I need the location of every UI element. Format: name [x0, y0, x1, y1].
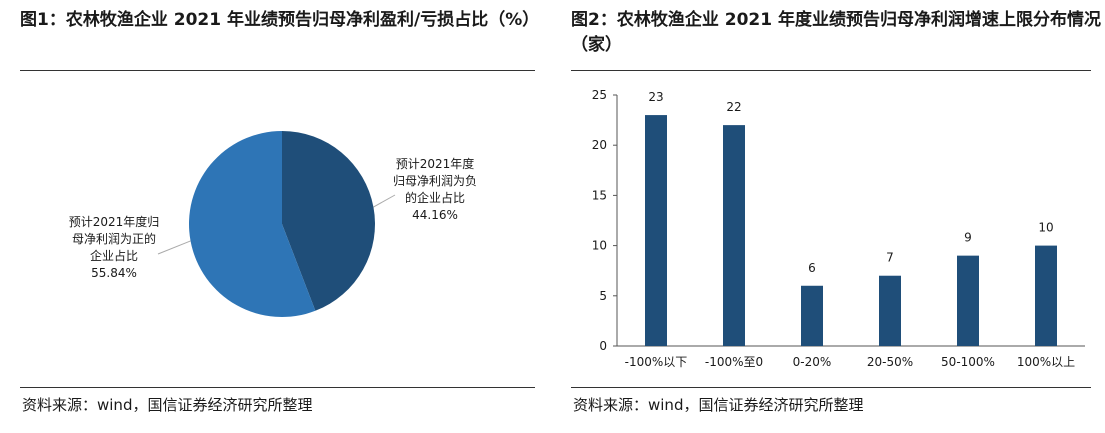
pie-leader-line-positive — [157, 240, 191, 255]
pie-label-positive: 预计2021年度归母净利润为正的企业占比 55.84% — [68, 214, 160, 282]
bar-data-label: 23 — [648, 90, 663, 104]
figure-1-bottom-rule — [20, 387, 535, 388]
bar-data-label: 10 — [1038, 221, 1053, 235]
figure-2: 图2：农林牧渔企业 2021 年度业绩预告归母净利润增速上限分布情况（家） 0 5… — [567, 0, 1105, 433]
pie-label-positive-value: 55.84% — [91, 266, 137, 280]
bar-data-label: 6 — [808, 261, 816, 275]
x-tick-label: -100%以下 — [625, 355, 688, 369]
figure-1-top-rule — [20, 70, 535, 71]
figure-1: 图1：农林牧渔企业 2021 年业绩预告归母净利盈利/亏损占比（%） 预计202… — [0, 0, 540, 433]
pie-label-negative: 预计2021年度归母净利润为负的企业占比 44.16% — [390, 156, 480, 224]
y-tick-label: 0 — [599, 339, 607, 353]
pie-label-positive-text: 预计2021年度归母净利润为正的企业占比 — [68, 215, 160, 263]
y-tick-label: 10 — [592, 239, 607, 253]
bar-data-label: 9 — [964, 231, 972, 245]
y-tick-label: 25 — [592, 88, 607, 102]
pie-slice-0 — [282, 131, 375, 311]
figure-2-bottom-rule — [571, 387, 1091, 388]
pie-chart — [157, 131, 396, 317]
x-tick-label: 100%以上 — [1017, 355, 1075, 369]
bar-data-label: 7 — [886, 251, 894, 265]
y-tick-label: 15 — [592, 188, 607, 202]
pie-leader-line-negative — [373, 194, 396, 208]
x-tick-label: 0-20% — [793, 355, 832, 369]
x-tick-label: 50-100% — [941, 355, 995, 369]
x-tick-label: -100%至0 — [705, 355, 763, 369]
bar-data-label: 22 — [726, 100, 741, 114]
figure-1-title: 图1：农林牧渔企业 2021 年业绩预告归母净利盈利/亏损占比（%） — [20, 10, 540, 30]
bar-2 — [801, 285, 823, 346]
figure-2-source: 资料来源：wind，国信证券经济研究所整理 — [573, 396, 864, 414]
pie-slice-1 — [189, 131, 316, 317]
bar-4 — [957, 255, 979, 346]
bar-chart: 0 5 10 15 20 25 23 -100%以下 22 -100%至0 6 0-20% 7 20-5… — [592, 88, 1085, 369]
bar-3 — [879, 275, 901, 346]
figure-1-source: 资料来源：wind，国信证券经济研究所整理 — [22, 396, 313, 414]
bar-1 — [723, 125, 745, 347]
bar-5 — [1035, 245, 1057, 346]
figure-2-top-rule — [571, 70, 1091, 71]
pie-label-negative-text: 预计2021年度归母净利润为负的企业占比 — [392, 157, 477, 205]
y-tick-label: 20 — [592, 138, 607, 152]
figure-2-title: 图2：农林牧渔企业 2021 年度业绩预告归母净利润增速上限分布情况（家） — [571, 10, 1101, 55]
x-tick-label: 20-50% — [867, 355, 913, 369]
y-tick-label: 5 — [599, 289, 607, 303]
pie-label-negative-value: 44.16% — [412, 208, 458, 222]
bar-0 — [645, 115, 667, 346]
